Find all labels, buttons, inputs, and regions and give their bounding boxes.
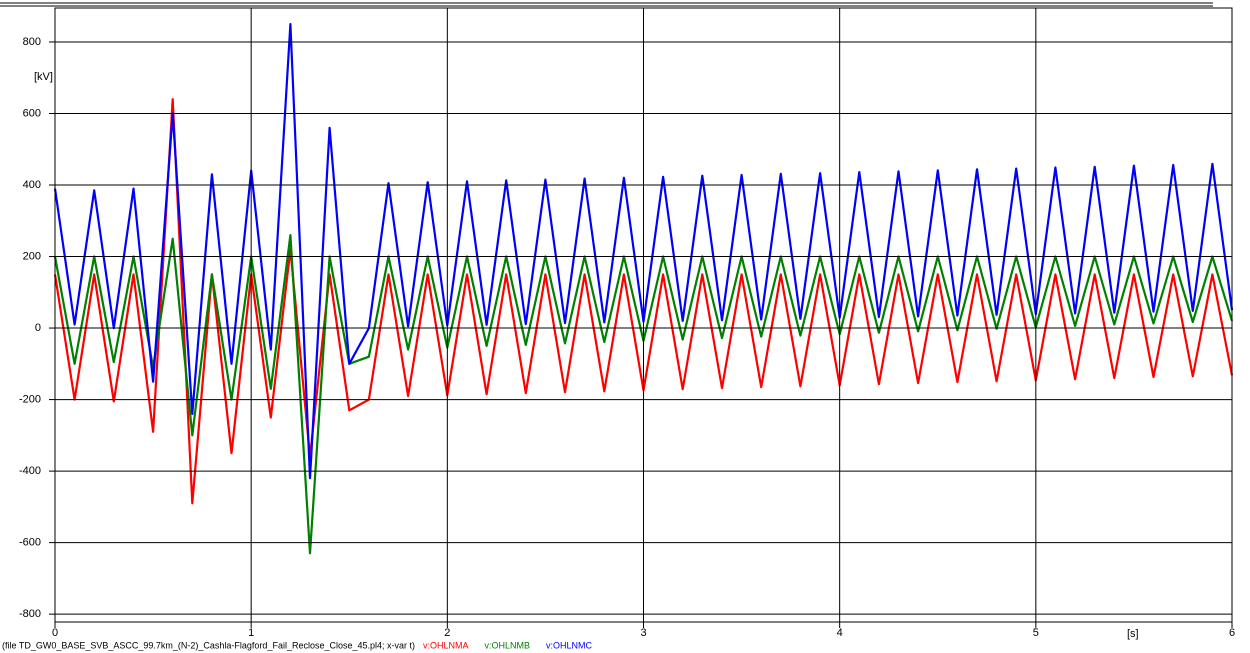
y-tick-label: 600 [23, 107, 41, 119]
y-tick-label: -600 [19, 537, 41, 549]
x-tick-label: 4 [837, 627, 843, 639]
legend-entry: v:OHLNMB [485, 640, 531, 650]
x-tick-label: 5 [1033, 627, 1039, 639]
y-tick-label: 0 [35, 322, 41, 334]
legend-entry: v:OHLNMA [423, 640, 469, 650]
y-tick-label: -800 [19, 608, 41, 620]
x-tick-label: 6 [1229, 627, 1235, 639]
x-tick-label: 2 [444, 627, 450, 639]
legend-entry: v:OHLNMC [546, 640, 593, 650]
x-tick-label: 0 [52, 627, 58, 639]
x-tick-label: 3 [640, 627, 646, 639]
y-tick-label: 200 [23, 250, 41, 262]
y-tick-label: -200 [19, 393, 41, 405]
y-axis-label: [kV] [34, 71, 53, 83]
footer: (file TD_GW0_BASE_SVB_ASCC_99.7km_(N-2)_… [2, 640, 415, 650]
y-tick-label: 800 [23, 36, 41, 48]
y-tick-label: 400 [23, 179, 41, 191]
x-axis-label: [s] [1127, 628, 1139, 640]
x-tick-label: 1 [248, 627, 254, 639]
plot-frame [54, 7, 1233, 623]
y-tick-label: -400 [19, 465, 41, 477]
